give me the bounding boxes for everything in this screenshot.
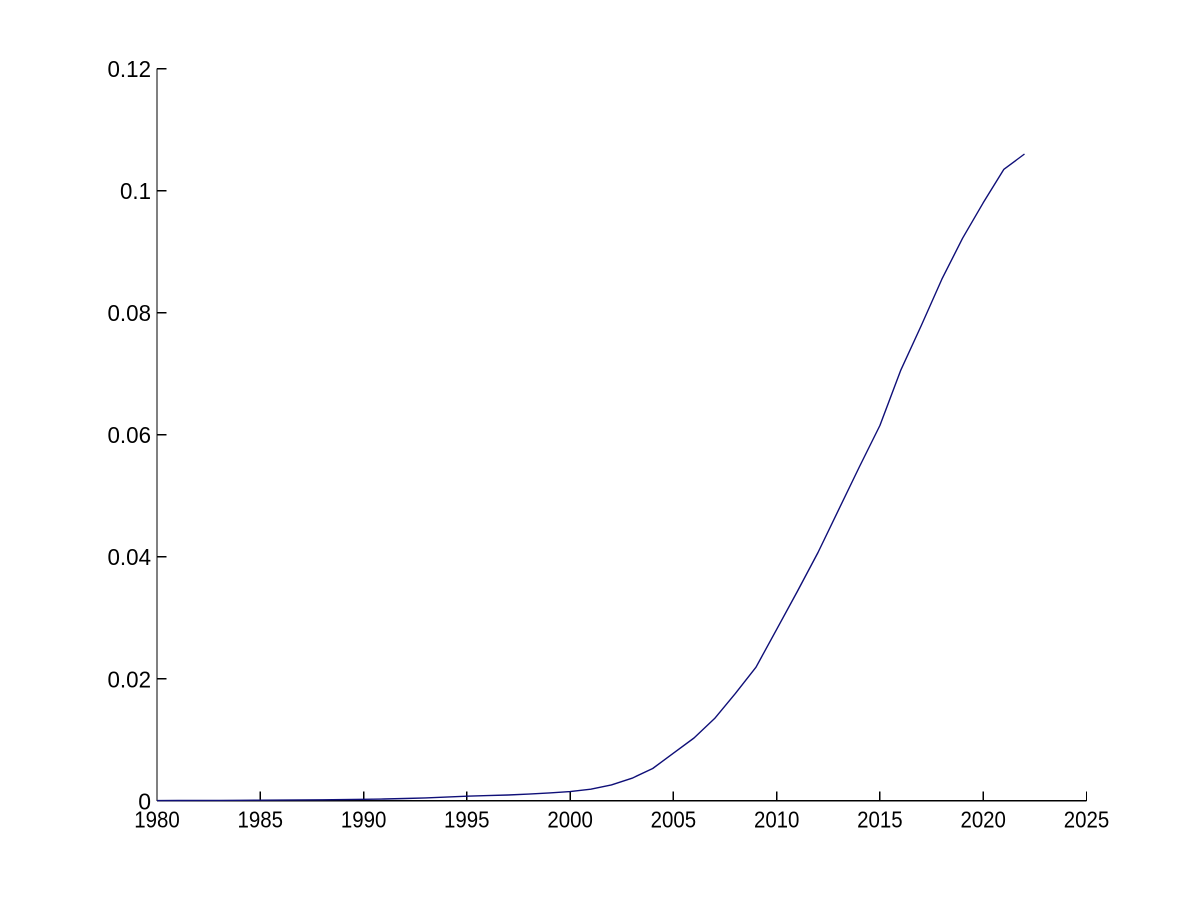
svg-text:0: 0 [138,788,151,814]
svg-text:1990: 1990 [341,807,387,833]
svg-text:1995: 1995 [444,807,490,833]
svg-text:0.04: 0.04 [108,544,152,570]
svg-text:1980: 1980 [134,807,180,833]
svg-text:2005: 2005 [651,807,697,833]
svg-text:2010: 2010 [754,807,800,833]
svg-text:2000: 2000 [547,807,593,833]
svg-text:1985: 1985 [238,807,284,833]
svg-text:0.08: 0.08 [108,300,152,326]
svg-text:2025: 2025 [1064,807,1110,833]
svg-text:0.12: 0.12 [108,56,152,82]
svg-text:0.02: 0.02 [108,666,152,692]
svg-text:2020: 2020 [960,807,1006,833]
svg-text:0.1: 0.1 [120,178,151,204]
svg-text:0.06: 0.06 [108,422,152,448]
svg-text:2015: 2015 [857,807,903,833]
